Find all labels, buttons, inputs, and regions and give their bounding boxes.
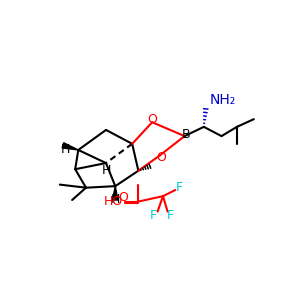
Text: O: O (118, 191, 128, 204)
Text: F: F (150, 209, 157, 222)
Polygon shape (62, 143, 78, 150)
Text: HO: HO (104, 195, 123, 208)
Polygon shape (112, 186, 118, 200)
Text: O: O (157, 151, 166, 164)
Text: H: H (61, 143, 70, 157)
Text: F: F (176, 181, 183, 194)
Text: H: H (111, 193, 120, 206)
Text: B: B (182, 128, 190, 141)
Text: H: H (101, 164, 111, 177)
Text: F: F (167, 209, 174, 222)
Text: O: O (147, 113, 157, 126)
Text: NH₂: NH₂ (209, 93, 236, 107)
